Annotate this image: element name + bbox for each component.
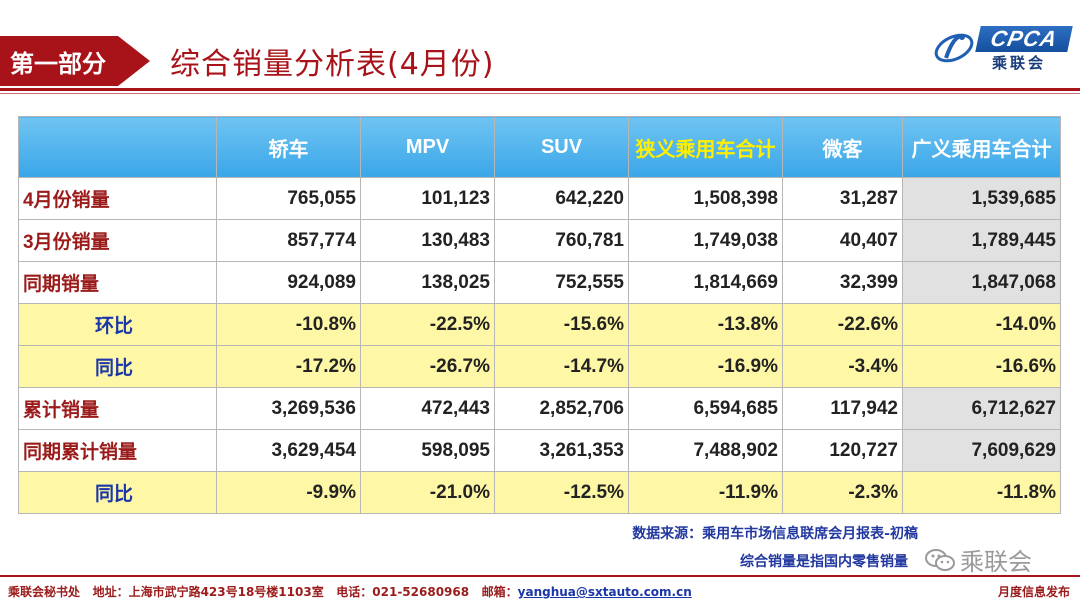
header-divider-thin: [0, 93, 1080, 94]
row-label: 同比: [18, 471, 217, 514]
table-cell: 642,220: [494, 177, 629, 220]
table-row: 环比 -10.8% -22.5% -15.6% -13.8% -22.6% -1…: [18, 303, 1061, 346]
row-label: 累计销量: [18, 387, 217, 430]
table-cell: 752,555: [494, 261, 629, 304]
footer-address: 地址：上海市武宁路423号18号楼1103室: [92, 585, 324, 599]
wechat-icon: [925, 548, 955, 571]
header-divider: [0, 88, 1080, 91]
table-cell: 924,089: [216, 261, 361, 304]
table-cell: 1,847,068: [902, 261, 1061, 304]
header-cell-minivan: 微客: [782, 116, 903, 178]
footer-email-label: 邮箱：: [481, 585, 518, 599]
table-cell: 1,508,398: [628, 177, 783, 220]
footer-office: 乘联会秘书处: [8, 585, 81, 599]
table-cell: 31,287: [782, 177, 903, 220]
table-cell: -14.7%: [494, 345, 629, 388]
cpca-logo: CPCA 乘联会: [932, 22, 1073, 72]
header-cell-narrow-total: 狭义乘用车合计: [628, 116, 783, 178]
data-source-note: 数据来源：乘用车市场信息联席会月报表-初稿: [632, 526, 918, 542]
table-cell: -2.3%: [782, 471, 903, 514]
table-cell: -15.6%: [494, 303, 629, 346]
table-cell: -3.4%: [782, 345, 903, 388]
header-cell-mpv: MPV: [360, 116, 495, 178]
table-cell: -11.9%: [628, 471, 783, 514]
table-cell: 101,123: [360, 177, 495, 220]
table-cell: 765,055: [216, 177, 361, 220]
table-cell: 3,629,454: [216, 429, 361, 472]
watermark: 乘联会: [924, 542, 1032, 577]
header-cell-sedan: 轿车: [216, 116, 361, 178]
logo-brand-text: CPCA: [975, 26, 1073, 52]
table-cell: 120,727: [782, 429, 903, 472]
row-label: 同期销量: [18, 261, 217, 304]
footer-publication: 月度信息发布: [997, 585, 1070, 599]
table-cell: 1,749,038: [628, 219, 783, 262]
table-cell: 6,712,627: [902, 387, 1061, 430]
table-row: 同期累计销量 3,629,454 598,095 3,261,353 7,488…: [18, 429, 1061, 472]
table-header-row: 轿车 MPV SUV 狭义乘用车合计 微客 广义乘用车合计: [18, 116, 1061, 178]
row-label: 同期累计销量: [18, 429, 217, 472]
table-row: 同期销量 924,089 138,025 752,555 1,814,669 3…: [18, 261, 1061, 304]
table-cell: 2,852,706: [494, 387, 629, 430]
footer-email-link[interactable]: yanghua@sxtauto.com.cn: [517, 585, 692, 599]
table-row: 4月份销量 765,055 101,123 642,220 1,508,398 …: [18, 177, 1061, 220]
table-cell: 472,443: [360, 387, 495, 430]
table-cell: 32,399: [782, 261, 903, 304]
page-title: 综合销量分析表(4月份): [170, 47, 495, 82]
sales-table: 轿车 MPV SUV 狭义乘用车合计 微客 广义乘用车合计 4月份销量 765,…: [18, 116, 1061, 514]
table-cell: -14.0%: [902, 303, 1061, 346]
table-row: 累计销量 3,269,536 472,443 2,852,706 6,594,6…: [18, 387, 1061, 430]
section-tab: 第一部分: [0, 36, 150, 86]
logo-cn-text: 乘联会: [992, 54, 1047, 72]
table-cell: -26.7%: [360, 345, 495, 388]
section-label: 第一部分: [10, 49, 106, 78]
header-cell-suv: SUV: [494, 116, 629, 178]
footer-contact: 乘联会秘书处 地址：上海市武宁路423号18号楼1103室 电话：021-526…: [8, 583, 692, 600]
table-cell: 6,594,685: [628, 387, 783, 430]
table-cell: 3,261,353: [494, 429, 629, 472]
row-label: 4月份销量: [18, 177, 217, 220]
table-cell: 7,609,629: [902, 429, 1061, 472]
table-cell: -9.9%: [216, 471, 361, 514]
table-cell: -12.5%: [494, 471, 629, 514]
row-label: 同比: [18, 345, 217, 388]
logo-swirl-icon: [934, 33, 974, 63]
table-cell: 1,539,685: [902, 177, 1061, 220]
watermark-text: 乘联会: [960, 548, 1032, 576]
footer-phone: 电话：021-52680968: [336, 585, 470, 599]
row-label: 3月份销量: [18, 219, 217, 262]
table-cell: -13.8%: [628, 303, 783, 346]
table-cell: -22.6%: [782, 303, 903, 346]
table-cell: 40,407: [782, 219, 903, 262]
table-cell: 117,942: [782, 387, 903, 430]
header-cell-broad-total: 广义乘用车合计: [902, 116, 1061, 178]
header-cell-blank: [18, 116, 217, 178]
footer-divider: [0, 575, 1080, 577]
table-cell: 857,774: [216, 219, 361, 262]
table-cell: -21.0%: [360, 471, 495, 514]
table-cell: 138,025: [360, 261, 495, 304]
table-row: 同比 -17.2% -26.7% -14.7% -16.9% -3.4% -16…: [18, 345, 1061, 388]
table-cell: 598,095: [360, 429, 495, 472]
table-cell: 7,488,902: [628, 429, 783, 472]
table-cell: 130,483: [360, 219, 495, 262]
table-row: 同比 -9.9% -21.0% -12.5% -11.9% -2.3% -11.…: [18, 471, 1061, 514]
table-cell: -11.8%: [902, 471, 1061, 514]
table-cell: -16.9%: [628, 345, 783, 388]
table-cell: -22.5%: [360, 303, 495, 346]
table-cell: -17.2%: [216, 345, 361, 388]
table-cell: -10.8%: [216, 303, 361, 346]
row-label: 环比: [18, 303, 217, 346]
table-row: 3月份销量 857,774 130,483 760,781 1,749,038 …: [18, 219, 1061, 262]
definition-note: 综合销量是指国内零售销量: [740, 554, 908, 570]
table-cell: 1,814,669: [628, 261, 783, 304]
table-cell: 3,269,536: [216, 387, 361, 430]
table-cell: -16.6%: [902, 345, 1061, 388]
table-cell: 1,789,445: [902, 219, 1061, 262]
table-cell: 760,781: [494, 219, 629, 262]
